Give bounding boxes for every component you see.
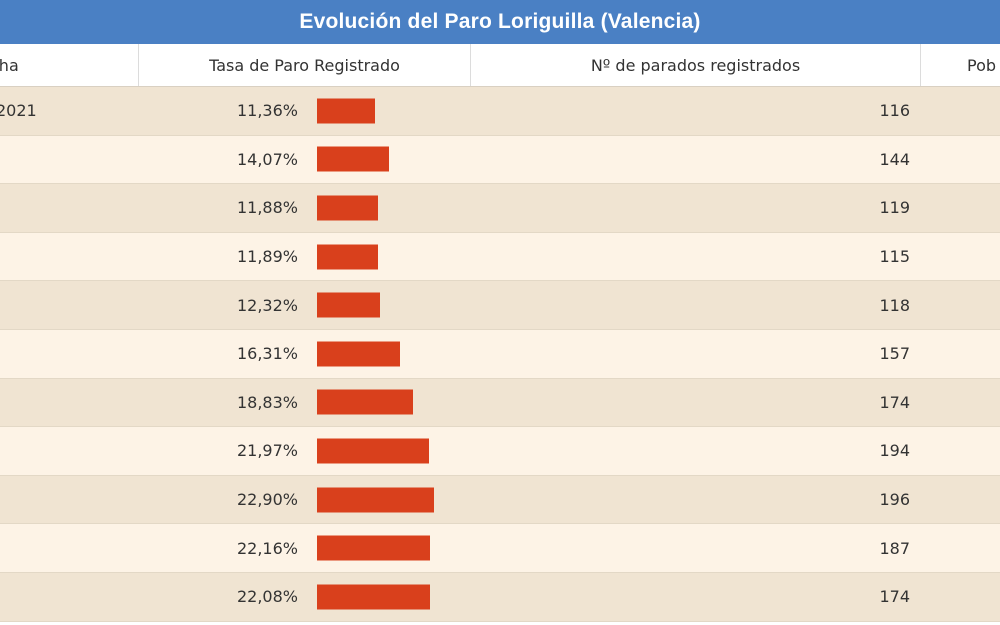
cell-tasa: 18,83% [236,392,298,412]
cell-tasa: 11,36% [236,101,298,121]
cell-fecha-value: 2021 [0,101,37,121]
tasa-bar [317,584,430,610]
cell-parados: 144 [879,149,910,169]
cell-fecha [0,476,138,524]
column-header-parados-label: Nº de parados registrados [590,55,801,75]
cell-parados: 157 [879,344,910,364]
table-row: 16,31% 157 [0,329,1000,379]
cell-fecha [0,281,138,329]
tasa-bar [317,535,431,561]
cell-fecha [0,379,138,427]
cell-parados: 174 [879,587,910,607]
cell-fecha [0,427,138,475]
table-row: 2021 11,36% 116 [0,87,1000,136]
tasa-bar [317,438,430,464]
tasa-bar [317,146,389,172]
tasa-bar [317,487,434,513]
cell-tasa: 16,31% [236,344,298,364]
cell-parados: 187 [879,538,910,558]
cell-tasa: 11,89% [236,247,298,267]
column-header-fecha[interactable]: cha [0,44,138,86]
cell-tasa: 12,32% [236,295,298,315]
table-row: 14,07% 144 [0,135,1000,185]
cell-tasa: 22,90% [236,490,298,510]
cell-tasa: 22,16% [236,538,298,558]
table-row: 18,83% 174 [0,378,1000,428]
table-row: 22,08% 174 [0,572,1000,622]
table-body: 2021 11,36% 116 14,07% 144 11,88% 119 11,89% 115… [0,87,1000,622]
cell-fecha [0,330,138,378]
table-row: 22,16% 187 [0,524,1000,573]
cell-fecha: 2021 [0,87,138,135]
table-row: 11,88% 119 [0,184,1000,233]
tasa-bar [317,292,380,318]
header-row: cha Tasa de Paro Registrado Nº de parado… [0,44,1000,87]
cell-parados: 119 [879,198,910,218]
cell-fecha [0,233,138,281]
cell-fecha [0,184,138,232]
table-row: 11,89% 115 [0,232,1000,282]
cell-parados: 196 [879,490,910,510]
tasa-bar [317,244,378,270]
cell-tasa: 21,97% [236,441,298,461]
column-header-tasa[interactable]: Tasa de Paro Registrado [138,44,470,86]
cell-parados: 118 [879,295,910,315]
title-bar: Evolución del Paro Loriguilla (Valencia) [0,0,1000,44]
column-header-poblacion[interactable]: Pob [920,44,1000,86]
cell-fecha [0,573,138,621]
cell-parados: 174 [879,392,910,412]
tasa-bar [317,389,414,415]
column-header-tasa-label: Tasa de Paro Registrado [209,55,400,75]
cell-fecha [0,524,138,572]
column-header-fecha-label: cha [0,55,19,75]
column-header-poblacion-label: Pob [967,55,997,75]
cell-parados: 116 [879,101,910,121]
cell-parados: 115 [879,247,910,267]
column-header-parados[interactable]: Nº de parados registrados [470,44,920,86]
table-row: 22,90% 196 [0,475,1000,525]
table-row: 21,97% 194 [0,427,1000,476]
table-row: 12,32% 118 [0,281,1000,330]
tasa-bar [317,341,401,367]
cell-tasa: 22,08% [236,587,298,607]
page-title: Evolución del Paro Loriguilla (Valencia) [299,10,701,33]
cell-tasa: 14,07% [236,149,298,169]
cell-fecha [0,136,138,184]
cell-tasa: 11,88% [236,198,298,218]
cell-parados: 194 [879,441,910,461]
tasa-bar [317,195,378,221]
tasa-bar [317,98,375,124]
